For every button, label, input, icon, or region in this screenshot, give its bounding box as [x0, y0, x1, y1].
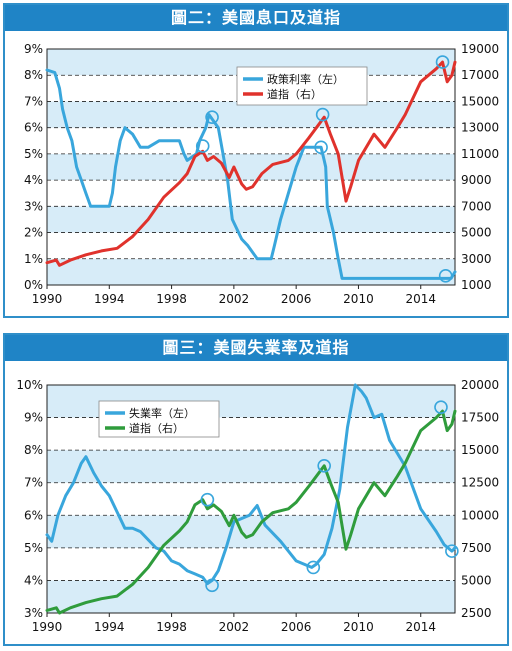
- y-right-tick-label: 17500: [461, 411, 499, 425]
- chart-unemployment-svg: 3% 4% 5% 6% 7% 8% 9% 10% 2500 5000 7500 10000 12500 1…: [16, 378, 499, 634]
- y-left-tick-label: 6%: [24, 508, 43, 522]
- y-left-tick-label: 9%: [24, 42, 43, 56]
- y-left-tick-label: 6%: [24, 121, 43, 135]
- x-tick-label: 2014: [405, 292, 436, 306]
- highlight-circle: [434, 400, 448, 414]
- y-left-tick-label: 1%: [24, 252, 43, 266]
- y-left-tick-label: 7%: [24, 94, 43, 108]
- y-left-tick-label: 0%: [24, 278, 43, 292]
- highlight-circle: [445, 544, 459, 558]
- plot-band: [47, 206, 455, 233]
- y-right-tick-label: 15000: [461, 94, 499, 108]
- plot-band: [47, 153, 455, 181]
- highlight-circle: [314, 140, 328, 155]
- y-right-tick-label: 3000: [461, 252, 492, 266]
- y-right-tick-label: 5000: [461, 226, 492, 240]
- y-left-tick-label: 10%: [16, 378, 43, 392]
- x-tick-label: 1998: [156, 292, 187, 306]
- legend-box: [98, 400, 220, 438]
- x-tick-label: 1990: [32, 620, 63, 634]
- legend-label: 道指（右）: [267, 87, 322, 101]
- series-line-2: [45, 409, 457, 615]
- highlight-circle: [195, 139, 210, 153]
- y-right-tick-label: 7500: [461, 541, 492, 555]
- y-left-tick-label: 3%: [24, 606, 43, 620]
- x-tick-label: 2006: [281, 292, 312, 306]
- y-right-tick-label: 12500: [461, 476, 499, 490]
- x-tick-label: 1994: [94, 292, 125, 306]
- y-right-tick-label: 19000: [461, 42, 499, 56]
- highlight-circle: [435, 55, 450, 69]
- y-right-tick-label: 5000: [461, 573, 492, 587]
- y-left-tick-label: 4%: [24, 573, 43, 587]
- x-tick-label: 2010: [343, 292, 374, 306]
- x-tick-label: 2014: [405, 620, 436, 634]
- highlight-circle: [205, 578, 219, 593]
- chart-rates-svg: 0% 1% 2% 3% 4% 5% 6% 7% 8% 9% 1000 3000 5000 7000 9000…: [24, 42, 499, 306]
- y-left-tick-label: 4%: [24, 173, 43, 187]
- x-tick-label: 2006: [281, 620, 312, 634]
- y-left-tick-label: 5%: [24, 541, 43, 555]
- legend-label: 道指（右）: [129, 421, 184, 435]
- plot-band: [47, 232, 455, 259]
- series-line-1: [45, 383, 457, 586]
- highlight-circle: [438, 269, 453, 283]
- plot-frame: [46, 384, 456, 614]
- y-right-tick-label: 15000: [461, 443, 499, 457]
- y-right-tick-label: 7000: [461, 199, 492, 213]
- y-left-tick-label: 9%: [24, 411, 43, 425]
- plot-band: [47, 450, 455, 483]
- y-right-tick-label: 9000: [461, 173, 492, 187]
- y-right-tick-label: 10000: [461, 508, 499, 522]
- highlight-circle: [317, 458, 331, 473]
- plot-band: [47, 127, 455, 154]
- y-left-tick-label: 8%: [24, 443, 43, 457]
- y-right-tick-label: 17000: [461, 68, 499, 82]
- y-right-tick-label: 1000: [461, 278, 492, 292]
- y-left-tick-label: 3%: [24, 199, 43, 213]
- x-tick-label: 1998: [156, 620, 187, 634]
- legend-box: [236, 66, 368, 106]
- chart-title-unemployment: 圖三：美國失業率及道指: [5, 335, 507, 361]
- plot-frame: [46, 48, 456, 286]
- plot-band: [47, 515, 455, 548]
- plot-band: [47, 482, 455, 516]
- chart-title-rates: 圖二：美國息口及道指: [5, 5, 507, 31]
- y-left-tick-label: 2%: [24, 226, 43, 240]
- plot-band: [47, 101, 455, 128]
- highlight-circle: [315, 107, 330, 122]
- series-line-2: [45, 60, 457, 267]
- y-right-tick-label: 20000: [461, 378, 499, 392]
- highlight-circle: [200, 492, 215, 507]
- plot-band: [47, 547, 455, 581]
- x-tick-label: 2010: [343, 620, 374, 634]
- y-left-tick-label: 7%: [24, 476, 43, 490]
- plot-band: [47, 180, 455, 207]
- plot-band: [47, 258, 455, 285]
- x-tick-label: 2002: [219, 292, 250, 306]
- x-tick-label: 1990: [32, 292, 63, 306]
- chart-panel-unemployment: 圖三：美國失業率及道指 3% 4% 5% 6% 7% 8% 9% 10% 2500 5000 750…: [3, 333, 509, 646]
- legend-label: 失業率（左）: [129, 406, 195, 420]
- y-right-tick-label: 13000: [461, 121, 499, 135]
- x-tick-label: 2002: [219, 620, 250, 634]
- y-right-tick-label: 11000: [461, 147, 499, 161]
- y-left-tick-label: 5%: [24, 147, 43, 161]
- x-tick-label: 1994: [94, 620, 125, 634]
- y-right-tick-label: 2500: [461, 606, 492, 620]
- highlight-circle: [306, 560, 321, 575]
- highlight-circle: [205, 110, 219, 124]
- chart-panel-rates: 圖二：美國息口及道指 0% 1% 2% 3% 4% 5% 6% 7% 8% 9% 1000 3000 5…: [3, 3, 509, 318]
- legend-label: 政策利率（左）: [267, 72, 344, 86]
- y-left-tick-label: 8%: [24, 68, 43, 82]
